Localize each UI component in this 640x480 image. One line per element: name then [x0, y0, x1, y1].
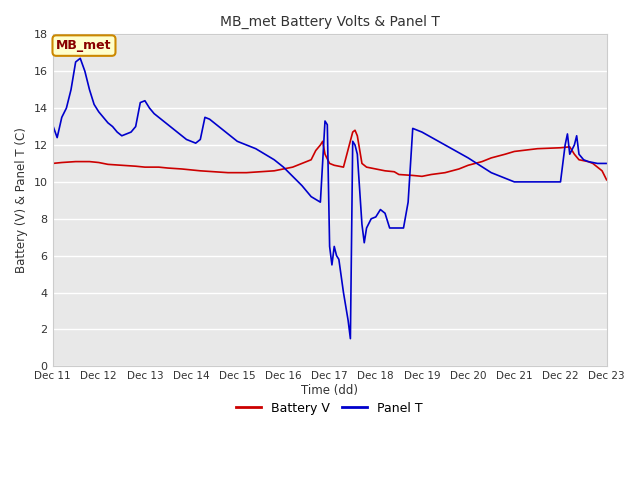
Title: MB_met Battery Volts & Panel T: MB_met Battery Volts & Panel T	[220, 15, 440, 29]
Text: MB_met: MB_met	[56, 39, 112, 52]
Legend: Battery V, Panel T: Battery V, Panel T	[231, 397, 428, 420]
Y-axis label: Battery (V) & Panel T (C): Battery (V) & Panel T (C)	[15, 127, 28, 273]
X-axis label: Time (dd): Time (dd)	[301, 384, 358, 397]
